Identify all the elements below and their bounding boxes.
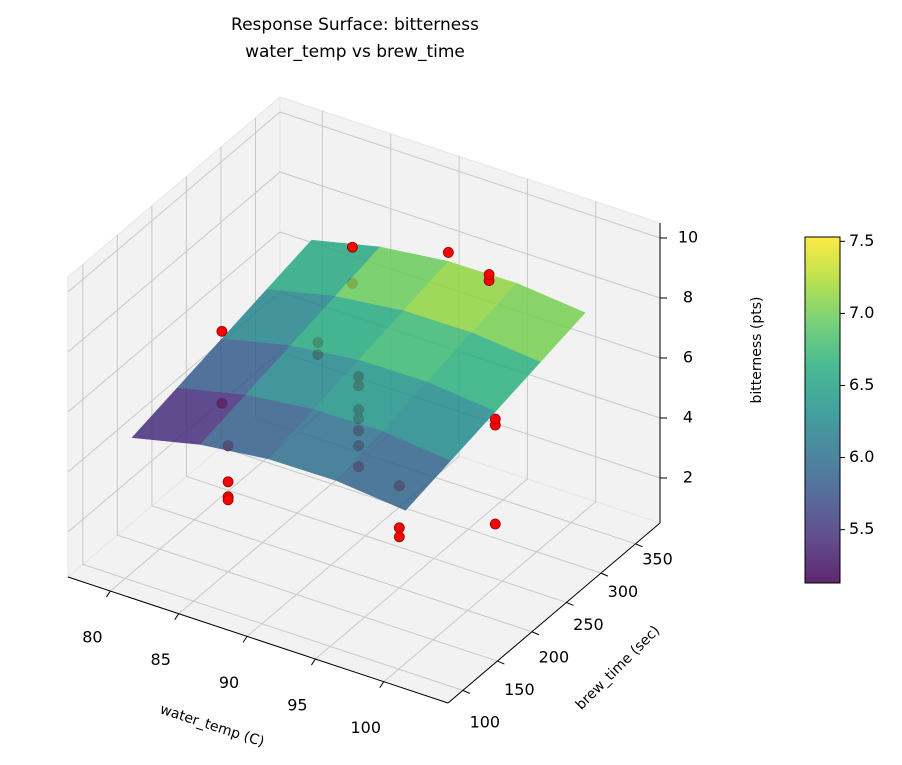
- tick-mark: [310, 658, 316, 666]
- scatter-point: [346, 241, 358, 253]
- colorbar-tick-label: 5.5: [849, 519, 874, 538]
- z-grid-line: [67, 171, 661, 353]
- x-tick-label: 95: [287, 696, 307, 715]
- x-axis-label: water_temp (C): [158, 702, 266, 751]
- y-grid-line: [185, 176, 567, 603]
- tick-mark: [379, 681, 385, 688]
- y-axis-line: [447, 522, 661, 704]
- x-tick-label: 80: [82, 628, 102, 647]
- tick-mark: [531, 631, 540, 636]
- colorbar-tick-label: 6.5: [849, 375, 874, 394]
- scatter-point: [216, 325, 228, 337]
- colorbar-tick-label: 6.0: [849, 447, 874, 466]
- z-tick-label: 8: [683, 288, 693, 307]
- y-tick-label: 200: [539, 647, 570, 666]
- x-axis-line: [67, 576, 449, 704]
- scatter-point: [393, 531, 405, 543]
- y-grid-line: [82, 264, 464, 691]
- tick-mark: [497, 660, 505, 665]
- z-tick-label: 2: [683, 468, 693, 487]
- x-grid-line: [246, 156, 460, 637]
- z-tick-label: 6: [683, 348, 693, 367]
- tick-mark: [242, 636, 248, 643]
- scatter-point: [483, 269, 495, 280]
- surface-patch: [336, 431, 451, 511]
- scatter-point: [489, 413, 501, 425]
- tick-mark: [566, 601, 574, 606]
- colorbar-tick-label: 7.5: [849, 231, 874, 250]
- scatter-point: [222, 494, 234, 506]
- y-grid-line: [116, 235, 498, 662]
- tick-mark: [105, 590, 111, 598]
- x-tick-label: 85: [151, 650, 171, 669]
- x-grid-line: [383, 201, 597, 683]
- y-tick-label: 150: [504, 680, 535, 699]
- colorbar: [805, 237, 840, 583]
- x-tick-label: 90: [219, 673, 239, 692]
- scatter-point: [489, 518, 501, 530]
- tick-mark: [600, 572, 609, 577]
- z-grid-line: [67, 111, 661, 293]
- scatter-point: [393, 522, 405, 534]
- surface: [131, 239, 586, 511]
- z-axis-label: bitterness (pts): [749, 297, 765, 404]
- y-tick-label: 100: [470, 712, 501, 731]
- y-tick-label: 250: [573, 615, 604, 634]
- x-grid-line: [315, 179, 528, 660]
- tick-mark: [635, 543, 643, 548]
- tick-mark: [174, 613, 180, 620]
- y-tick-label: 350: [642, 550, 673, 569]
- tick-mark: [462, 689, 471, 694]
- scatter-point: [222, 476, 234, 488]
- y-tick-label: 300: [608, 582, 639, 601]
- x-tick-label: 100: [350, 718, 381, 737]
- y-axis-label: brew_time (sec): [573, 623, 664, 714]
- colorbar-frame: [804, 236, 841, 584]
- colorbar-tick-label: 7.0: [849, 303, 874, 322]
- chart-title: Response Surface: bitterness: [231, 15, 479, 35]
- z-tick-label: 10: [678, 228, 698, 247]
- y-grid-line: [151, 205, 533, 633]
- chart-subtitle: water_temp vs brew_time: [245, 42, 465, 62]
- scatter-point: [442, 247, 454, 258]
- z-tick-label: 4: [683, 408, 693, 427]
